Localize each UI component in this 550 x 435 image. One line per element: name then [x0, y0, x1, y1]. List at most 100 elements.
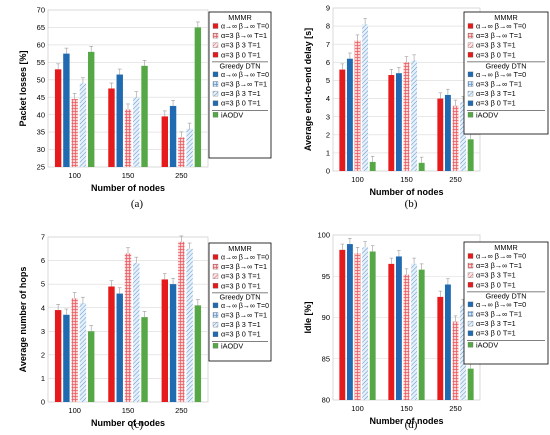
x-tick-label: 100 — [68, 171, 81, 180]
panel-caption: (c) — [131, 419, 144, 431]
legend-label: α=3 β 3 T=1 — [221, 89, 261, 98]
legend-label: α=3 β→∞ T=1 — [221, 80, 267, 89]
legend-label: iAODV — [476, 110, 498, 119]
legend-swatch — [467, 71, 474, 78]
y-tick-label: 0 — [326, 167, 330, 176]
bar — [444, 284, 451, 400]
bar — [388, 75, 395, 171]
y-tick-label: 80 — [322, 396, 330, 405]
bar — [79, 303, 87, 402]
legend-group-title: Greedy DTN — [486, 291, 527, 300]
bar — [54, 69, 62, 167]
legend-label: α=3 β 0 T=1 — [221, 50, 261, 59]
bar — [369, 161, 376, 171]
x-tick-label: 100 — [68, 406, 81, 415]
bar — [63, 314, 70, 402]
x-tick-label: 150 — [122, 171, 135, 180]
bar — [186, 128, 193, 167]
panel-caption: (b) — [405, 198, 418, 210]
legend-label: α=3 β 0 T=1 — [476, 280, 516, 289]
y-tick-label: 25 — [37, 163, 45, 172]
legend-label: α=3 β→∞ T=1 — [476, 310, 522, 319]
bar — [186, 248, 193, 402]
legend-swatch — [212, 331, 219, 337]
bar — [178, 137, 185, 167]
legend-swatch — [212, 81, 219, 87]
legend-label: α=3 β→∞ T=1 — [221, 31, 267, 40]
legend-label: α=3 β 3 T=1 — [221, 41, 261, 50]
legend-label: α→∞ β→∞ T=0 — [221, 253, 269, 262]
legend-swatch — [467, 272, 474, 278]
chart-panel-4: 80 85 90 95 100 100 150 250 Number of nodes Idle … — [303, 231, 549, 431]
y-tick-label: 4 — [41, 303, 45, 312]
legend-label: α→∞ β→∞ T=0 — [476, 22, 526, 31]
y-tick-label: 45 — [37, 93, 45, 102]
legend-label: iAODV — [476, 340, 498, 349]
bar — [54, 310, 62, 402]
legend-label: α=3 β→∞ T=1 — [221, 311, 267, 320]
legend-label: α=3 β 0 T=1 — [221, 330, 261, 339]
y-tick-label: 85 — [322, 354, 330, 363]
x-tick-label: 250 — [175, 406, 188, 415]
bar — [467, 368, 474, 400]
legend-box — [463, 11, 549, 135]
bar — [354, 40, 361, 171]
y-tick-label: 5 — [326, 76, 330, 85]
bar — [124, 253, 132, 402]
legend-swatch — [212, 312, 219, 318]
legend-group-title: Greedy DTN — [486, 61, 527, 70]
bar — [354, 253, 361, 400]
legend-swatch — [467, 100, 474, 106]
bar — [124, 109, 132, 167]
bar — [411, 263, 418, 400]
bar — [194, 27, 202, 168]
bar — [403, 62, 410, 172]
bar — [161, 116, 168, 167]
bar — [452, 105, 459, 171]
legend-label: α→∞ β→∞ T=0 — [221, 301, 269, 310]
bar — [369, 251, 376, 400]
legend-swatch — [212, 283, 219, 289]
y-axis-label: Average end-to-end delay [s] — [303, 28, 313, 151]
legend-swatch — [212, 343, 219, 349]
bar — [339, 249, 346, 400]
panel-caption: (a) — [131, 198, 144, 210]
legend-swatch — [212, 32, 219, 39]
bar — [108, 88, 115, 167]
legend-label: α=3 β→∞ T=1 — [221, 262, 267, 271]
x-tick-label: 250 — [449, 404, 462, 413]
y-tick-label: 9 — [326, 4, 330, 13]
legend-swatch — [467, 81, 474, 87]
bar — [178, 241, 185, 402]
y-tick-label: 7 — [41, 233, 45, 242]
bar — [460, 305, 467, 400]
bar — [79, 83, 87, 167]
bar — [437, 98, 444, 171]
legend-swatch — [212, 112, 219, 118]
y-tick-label: 5 — [41, 280, 45, 289]
legend-label: iAODV — [221, 341, 243, 350]
legend-swatch — [467, 32, 474, 39]
x-axis-label: Number of nodes — [91, 418, 165, 428]
legend-group-title: MMMR — [494, 13, 518, 22]
legend-label: α=3 β 0 T=1 — [476, 99, 516, 108]
y-tick-label: 6 — [41, 256, 45, 265]
bar — [437, 296, 444, 400]
legend-swatch — [467, 320, 474, 327]
x-axis-label: Number of nodes — [369, 187, 443, 197]
legend-swatch — [212, 302, 219, 309]
bar — [362, 247, 369, 400]
x-tick-label: 250 — [175, 171, 188, 180]
bar — [133, 262, 140, 402]
y-tick-label: 4 — [326, 94, 330, 103]
legend-label: α=3 β 0 T=1 — [476, 50, 516, 59]
legend-group-title: MMMR — [228, 244, 252, 253]
legend-swatch — [467, 23, 474, 29]
y-tick-label: 40 — [37, 110, 45, 119]
y-tick-label: 8 — [326, 22, 330, 31]
bar — [467, 139, 474, 171]
